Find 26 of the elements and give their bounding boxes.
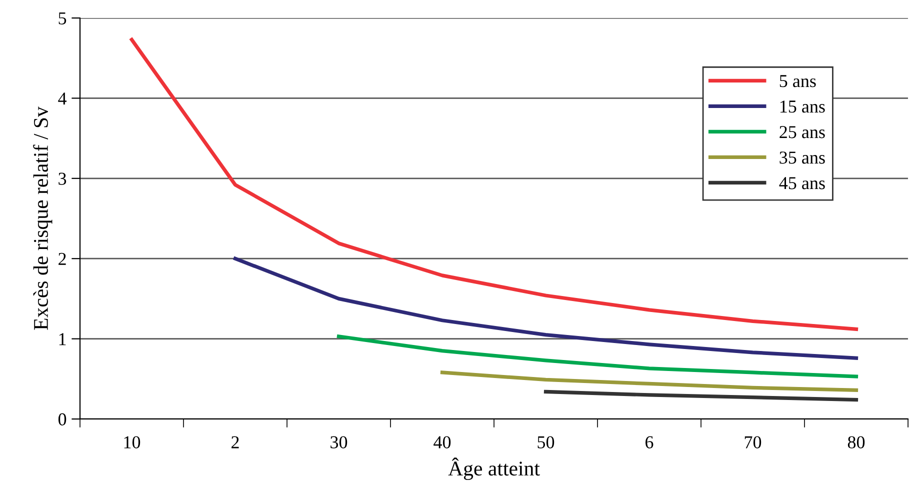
legend-label: 45 ans xyxy=(779,177,825,190)
line-series xyxy=(130,38,858,331)
x-tick-label: 30 xyxy=(330,436,348,448)
line-series xyxy=(440,370,858,392)
y-tick-label: 3 xyxy=(58,172,66,185)
legend-label: 15 ans xyxy=(780,100,825,113)
legend-label: 35 ans xyxy=(780,152,825,164)
x-axis-title: Âge atteint xyxy=(448,458,540,480)
line-series xyxy=(544,390,858,402)
x-tick-label: 6 xyxy=(646,436,654,448)
line-series xyxy=(336,334,858,378)
legend-label: 5 ans xyxy=(780,75,816,88)
y-tick-label: 1 xyxy=(59,333,66,346)
y-tick-label: 5 xyxy=(58,12,66,24)
x-tick-label: 40 xyxy=(434,436,451,448)
y-tick-label: 2 xyxy=(58,252,66,265)
x-tick-label: 10 xyxy=(124,436,140,448)
y-axis-title: Excès de risque relatif / Sv xyxy=(33,106,52,330)
x-tick-label: 70 xyxy=(744,436,762,448)
y-tick-label: 0 xyxy=(58,413,66,426)
y-tick-label: 4 xyxy=(58,92,67,104)
legend-label: 25 ans xyxy=(780,126,825,138)
x-tick-label: 80 xyxy=(848,436,865,448)
x-tick-label: 50 xyxy=(538,436,554,448)
x-tick-label: 2 xyxy=(232,436,239,448)
line-series xyxy=(233,256,858,360)
